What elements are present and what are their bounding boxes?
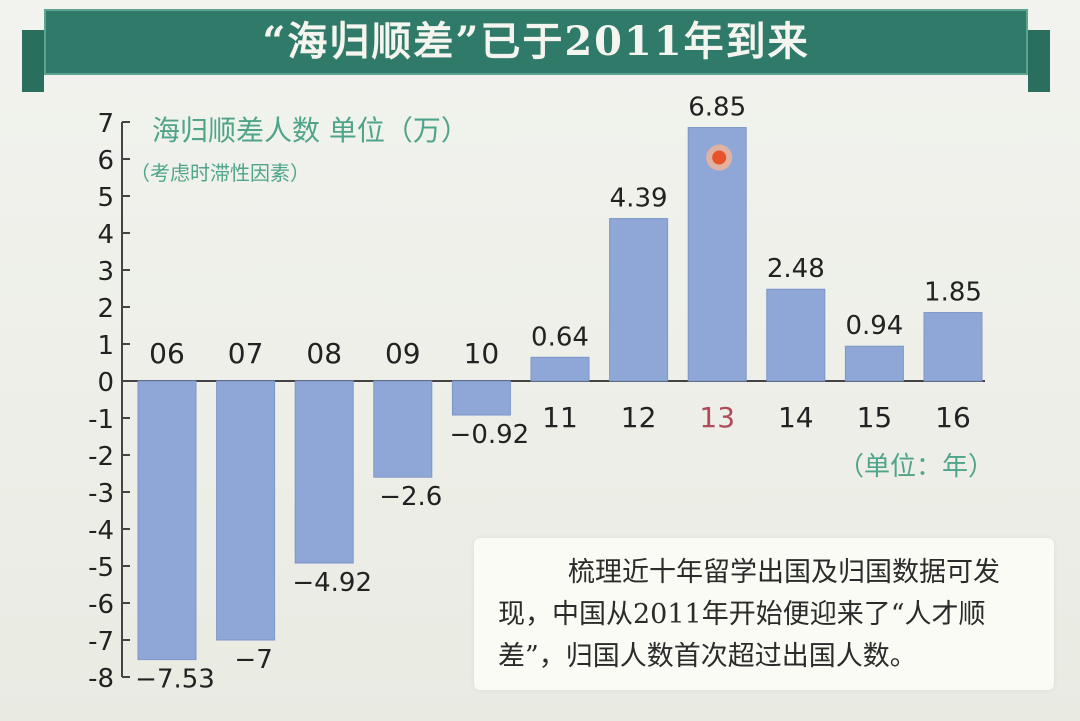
category-label: 09 — [385, 337, 421, 370]
bar-value-label: −7.53 — [135, 665, 215, 695]
category-label: 13 — [699, 401, 735, 434]
y-tick-label: -6 — [88, 590, 114, 620]
y-tick-label: 3 — [97, 257, 114, 287]
y-tick-label: -8 — [88, 664, 114, 694]
bar — [609, 218, 669, 382]
bar-value-label: 0.64 — [531, 322, 589, 352]
banner-tab-right — [1028, 30, 1050, 92]
bar — [923, 312, 983, 382]
y-axis-title: 海归顺差人数 单位（万） — [152, 114, 469, 147]
bar-value-label: 1.85 — [924, 278, 982, 308]
annotation-box: 梳理近十年留学出国及归国数据可发现，中国从2011年开始便迎来了“人才顺差”，归… — [474, 538, 1054, 690]
y-tick-label: -7 — [88, 627, 114, 657]
y-tick-label: 2 — [97, 294, 114, 324]
bar — [294, 380, 354, 564]
bar-value-label: 6.85 — [688, 93, 746, 123]
category-labels: 06 07 08 09 10 11 12 13 14 15 16 — [149, 337, 971, 434]
y-tick-label: 4 — [97, 220, 114, 250]
bar-value-label: −0.92 — [450, 420, 530, 450]
category-label: 14 — [778, 401, 814, 434]
category-label: 06 — [149, 337, 185, 370]
bar-value-labels: −7.53 −7 −4.92 −2.6 −0.92 0.64 4.39 6.85 2.48 0.9… — [135, 93, 982, 695]
category-label: 07 — [228, 337, 264, 370]
y-tick-label: -2 — [88, 442, 114, 472]
category-label: 15 — [857, 401, 893, 434]
bar-value-label: −7 — [234, 645, 272, 675]
bar — [373, 380, 433, 478]
bar-value-label: 0.94 — [845, 311, 903, 341]
banner-tab-left — [22, 30, 44, 92]
y-tick-label: 7 — [97, 109, 114, 139]
bar — [530, 356, 590, 382]
chart-title: “海归顺差”已于2011年到来 — [262, 18, 810, 65]
bar-value-label: −4.92 — [292, 568, 372, 598]
bar — [216, 380, 276, 641]
y-tick-label: 5 — [97, 183, 114, 213]
bar — [137, 380, 197, 661]
category-label: 10 — [464, 337, 500, 370]
category-label: 16 — [935, 401, 971, 434]
x-axis-unit: （单位：年） — [838, 452, 994, 482]
annotation-text: 梳理近十年留学出国及归国数据可发现，中国从2011年开始便迎来了“人才顺差”，归… — [498, 557, 1000, 672]
bar-value-label: −2.6 — [379, 482, 442, 512]
y-tick-label: 1 — [97, 331, 114, 361]
highlight-marker — [712, 150, 727, 165]
y-axis-note: （考虑时滞性因素） — [130, 161, 310, 185]
y-tick-label: 6 — [97, 146, 114, 176]
category-label: 08 — [306, 337, 342, 370]
category-label: 11 — [542, 401, 578, 434]
y-tick-label: -1 — [88, 405, 114, 435]
title-banner: “海归顺差”已于2011年到来 — [44, 9, 1028, 75]
bar — [844, 345, 904, 382]
bar — [766, 288, 826, 382]
y-tick-label: -4 — [88, 516, 114, 546]
y-tick-label: -3 — [88, 479, 114, 509]
category-label: 12 — [621, 401, 657, 434]
bar — [451, 380, 511, 416]
y-tick-label: -5 — [88, 553, 114, 583]
bars — [137, 127, 983, 661]
y-tick-label: 0 — [97, 368, 114, 398]
bar-value-label: 4.39 — [610, 184, 668, 214]
bar-value-label: 2.48 — [767, 254, 825, 284]
